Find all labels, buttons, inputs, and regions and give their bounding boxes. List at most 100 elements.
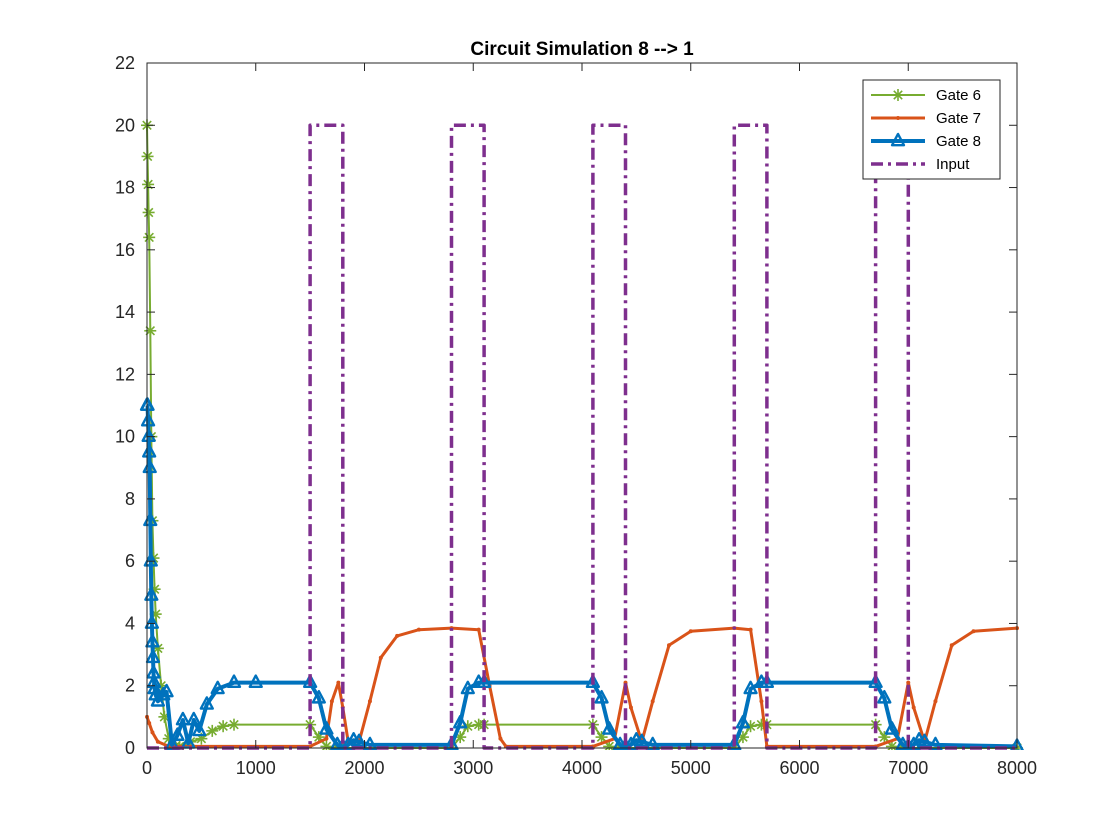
data-point-gate-8 [144, 587, 159, 601]
y-tick-label: 18 [115, 178, 135, 198]
data-point-gate-6 [141, 150, 154, 163]
legend-label-gate-6: Gate 6 [936, 87, 981, 104]
data-point-gate-8 [192, 722, 207, 737]
x-tick-label: 2000 [344, 758, 384, 778]
data-point-gate-6 [142, 178, 155, 191]
data-point-gate-7 [628, 705, 633, 710]
data-point-gate-8 [144, 615, 160, 629]
chart-title: Circuit Simulation 8 --> 1 [470, 39, 694, 60]
y-tick-label: 16 [115, 240, 135, 260]
x-tick-label: 7000 [888, 758, 928, 778]
y-tick-label: 6 [125, 551, 135, 571]
series-input [147, 123, 1017, 750]
data-point-gate-8 [645, 736, 660, 750]
data-point-gate-8 [453, 714, 468, 729]
x-tick-label: 3000 [453, 758, 493, 778]
data-point-gate-8 [140, 397, 155, 411]
data-point-gate-7 [324, 736, 329, 741]
legend-marker-gate-7 [896, 116, 900, 120]
data-point-gate-7 [395, 633, 400, 638]
data-point-gate-8 [145, 633, 160, 648]
data-point-gate-7 [476, 627, 481, 632]
data-point-gate-8 [735, 714, 751, 729]
data-point-gate-7 [911, 705, 916, 710]
y-tick-label: 2 [125, 676, 135, 696]
data-point-gate-8 [884, 721, 900, 735]
legend-entry-input: Input [871, 156, 970, 173]
y-tick-label: 4 [125, 613, 135, 633]
data-point-gate-8 [602, 721, 617, 735]
data-point-gate-8 [248, 674, 263, 689]
data-point-gate-8 [594, 689, 609, 704]
data-point-gate-8 [319, 721, 334, 735]
data-point-gate-7 [308, 744, 313, 749]
legend-label-gate-8: Gate 8 [936, 133, 981, 150]
data-point-gate-7 [650, 699, 655, 704]
axes-layer: 0 1000 2000 3000 4000 5000 6000 7000 8000 0 2 4 6 8 10… [115, 53, 1037, 778]
data-point-gate-8 [170, 727, 185, 741]
data-point-gate-8 [460, 680, 475, 695]
data-point-gate-8 [146, 674, 162, 689]
data-point-gate-8 [141, 428, 156, 443]
data-point-gate-6 [603, 740, 616, 750]
data-point-gate-8 [302, 674, 318, 689]
data-point-gate-7 [416, 627, 421, 632]
legend-label-input: Input [936, 156, 970, 173]
data-point-gate-8 [634, 733, 649, 748]
data-point-gate-8 [210, 680, 225, 695]
data-point-gate-7 [150, 730, 155, 735]
data-point-gate-8 [142, 444, 157, 458]
data-point-gate-8 [143, 552, 158, 567]
data-point-gate-7 [147, 721, 152, 726]
data-point-gate-8 [199, 696, 214, 710]
data-point-gate-8 [140, 412, 156, 427]
data-point-gate-8 [175, 711, 191, 726]
data-point-gate-7 [949, 643, 954, 648]
y-tick-label: 20 [115, 115, 135, 135]
data-point-gate-8 [585, 674, 601, 689]
data-point-gate-7 [971, 629, 976, 634]
data-point-gate-6 [206, 724, 219, 737]
data-point-gate-8 [311, 689, 326, 704]
data-point-gate-8 [727, 736, 742, 750]
series-layer [139, 119, 1024, 750]
data-point-gate-8 [917, 733, 932, 748]
data-point-gate-8 [351, 733, 367, 748]
legend-marker-gate-6 [892, 89, 904, 101]
data-point-gate-7 [748, 627, 753, 632]
data-point-gate-7 [336, 680, 341, 685]
data-point-gate-7 [378, 655, 383, 660]
data-point-gate-8 [877, 689, 892, 704]
x-tick-label: 8000 [997, 758, 1037, 778]
data-point-gate-8 [444, 736, 459, 750]
series-line-input [147, 123, 1017, 750]
y-tick-label: 8 [125, 489, 135, 509]
x-tick-label: 1000 [236, 758, 276, 778]
legend-entry-gate-8: Gate 8 [871, 132, 981, 150]
data-point-gate-7 [367, 699, 372, 704]
data-point-gate-8 [156, 686, 171, 701]
data-point-gate-7 [155, 739, 160, 744]
legend: Gate 6 Gate 7 Gate 8 Input [862, 79, 1001, 180]
data-point-gate-8 [226, 674, 242, 689]
data-point-gate-8 [743, 680, 758, 695]
data-point-gate-7 [498, 736, 503, 741]
data-point-gate-7 [933, 699, 938, 704]
legend-entry-gate-7: Gate 7 [871, 110, 981, 127]
y-tick-label: 14 [115, 302, 135, 322]
data-point-gate-8 [159, 683, 174, 698]
data-point-gate-6 [217, 720, 230, 733]
legend-label-gate-7: Gate 7 [936, 110, 981, 127]
data-point-gate-8 [145, 649, 161, 664]
data-point-gate-7 [667, 643, 671, 648]
y-tick-label: 12 [115, 364, 135, 384]
y-tick-label: 10 [115, 427, 135, 447]
data-point-gate-7 [688, 629, 693, 634]
y-tick-label: 22 [115, 53, 135, 73]
data-point-gate-6 [228, 718, 240, 731]
x-tick-label: 6000 [779, 758, 819, 778]
data-point-gate-6 [143, 231, 156, 244]
data-point-gate-8 [1010, 738, 1024, 750]
